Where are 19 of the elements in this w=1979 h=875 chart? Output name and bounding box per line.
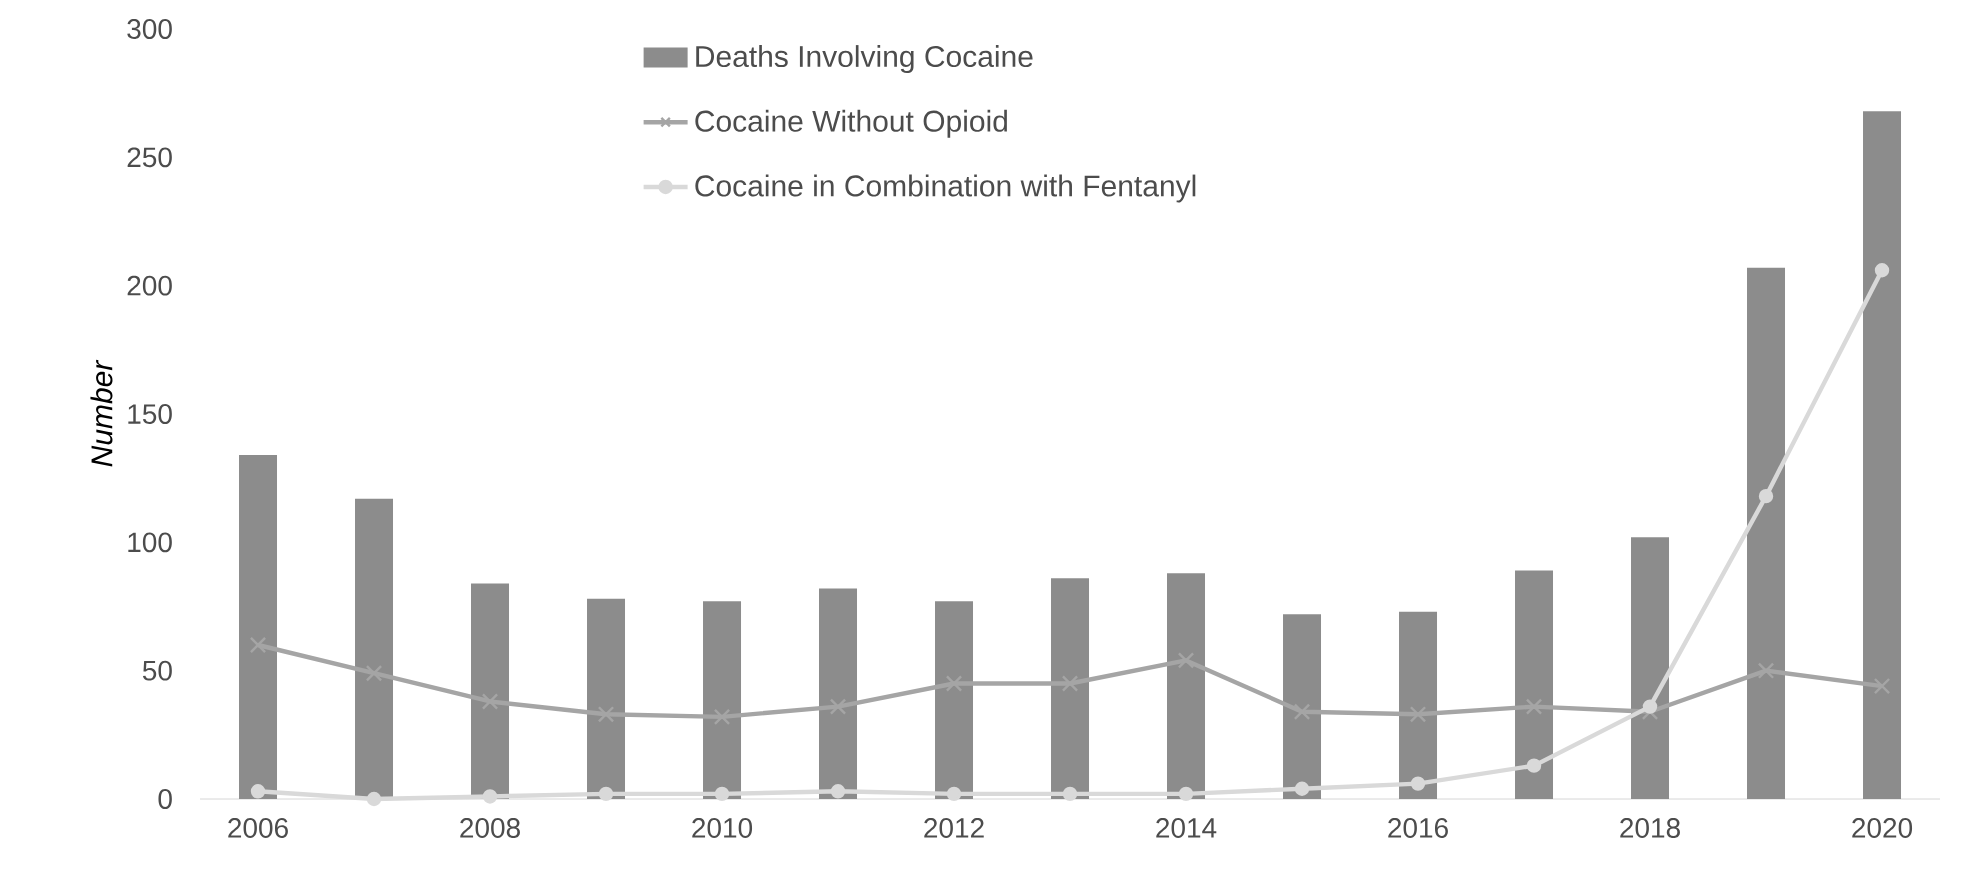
y-tick-label: 100 <box>128 532 172 553</box>
y-tick-label: 0 <box>158 789 172 809</box>
y-tick-label: 200 <box>127 275 172 296</box>
x-tick-label: 2008 <box>460 818 520 838</box>
x-tick-label: 2016 <box>1388 818 1448 838</box>
y-tick-label: 300 <box>127 19 172 39</box>
legend-label: Cocaine in Combination with Fentanyl <box>695 174 1196 203</box>
x-tick-label: 2020 <box>1852 818 1913 838</box>
x-tick-label: 2014 <box>1156 818 1217 838</box>
x-tick-label: 2006 <box>228 818 288 838</box>
y-tick-label: 50 <box>142 660 172 681</box>
x-tick-label: 2012 <box>924 818 984 838</box>
x-tick-label: 2018 <box>1620 818 1680 838</box>
x-tick-label: 2010 <box>692 818 753 838</box>
y-axis-title: Number <box>90 359 113 467</box>
y-tick-label: 150 <box>128 404 172 424</box>
y-tick-label: 250 <box>127 147 172 168</box>
legend-label: Deaths Involving Cocaine <box>696 45 1033 74</box>
legend-label: Cocaine Without Opioid <box>695 109 1007 138</box>
